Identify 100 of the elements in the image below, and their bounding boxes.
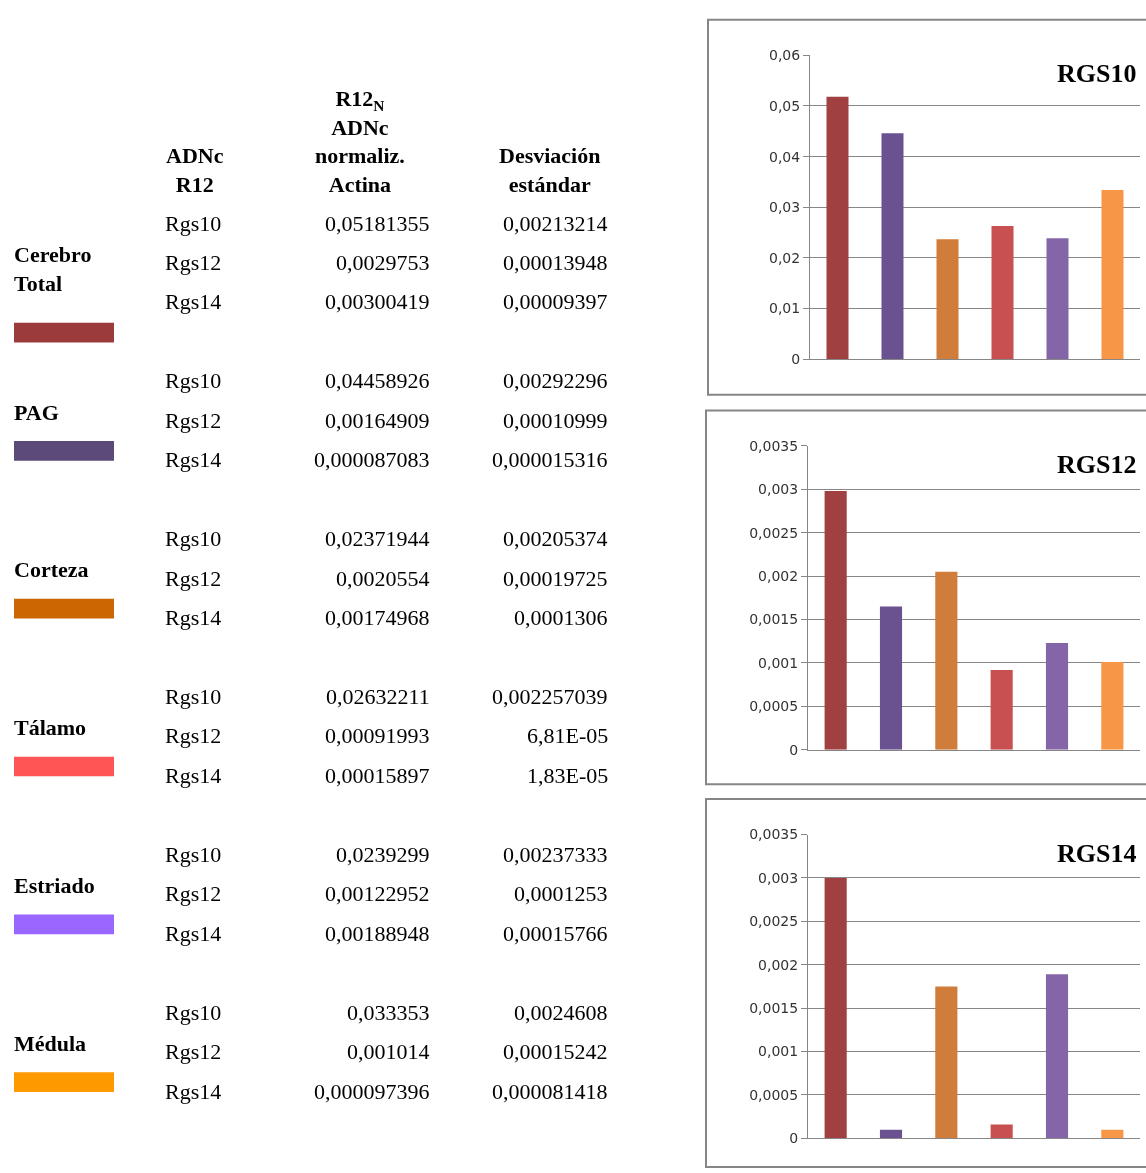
text: Rgs14 [165,447,222,472]
text: 0,0020554 [336,566,430,591]
text: 0,00164909 [325,408,430,433]
text: 0,00205374 [503,526,608,551]
text: 0,00091993 [325,723,430,748]
text: Rgs10 [165,842,222,867]
text: 0,00019725 [503,566,608,591]
text: Rgs10 [165,684,222,709]
y-tick-label: 0,0025 [749,524,799,541]
y-tick-label: 0,002 [758,956,799,973]
text: Desviación estándar [499,143,601,197]
text: Rgs10 [165,211,222,236]
bar [881,133,904,360]
text: 0,0001306 [514,605,608,630]
text: Rgs14 [165,1079,222,1104]
text: Rgs12 [165,723,222,748]
text: Rgs14 [165,289,222,314]
bar [1046,238,1069,360]
text: 0,001014 [347,1039,430,1064]
text: Rgs10 [165,368,222,393]
text: ADNc R12 [166,143,224,197]
bar [935,571,958,750]
bar [1045,974,1069,1139]
text: 0,00300419 [325,289,430,314]
text: 0,000087083 [314,447,430,472]
text: Rgs12 [165,566,222,591]
y-tick-label: 0,05 [769,97,801,114]
text: 0,033353 [347,1000,430,1025]
y-tick-label: 0 [789,741,799,758]
text: 0,00122952 [325,881,430,906]
text: Rgs14 [165,921,222,946]
category-label: Estriado [14,873,95,898]
y-tick-label: 0,04 [769,148,801,165]
text: 0,00010999 [503,408,608,433]
text: 0,002257039 [492,684,608,709]
text: 0,000097396 [314,1079,430,1104]
bar [936,239,959,360]
y-tick-label: 0,0005 [749,698,799,715]
category-label: PAG [14,400,59,425]
text: 0,0024608 [514,1000,608,1025]
text: 0,00009397 [503,289,608,314]
y-tick-label: 0,0015 [749,611,799,628]
bar [991,225,1014,360]
text: 0,0001253 [514,881,608,906]
category-label: Corteza [14,557,89,582]
text: Rgs14 [165,763,222,788]
y-tick-label: 0,0015 [749,1000,799,1017]
text: 0,00188948 [325,921,430,946]
bar [935,986,958,1139]
text: 0,00015897 [325,763,430,788]
bar [1101,1129,1124,1139]
category-label: Cerebro Total [14,242,92,296]
text: Rgs12 [165,1039,222,1064]
bar [824,491,847,750]
text: 0,02371944 [325,526,430,551]
bar [990,1124,1013,1139]
text: Rgs10 [165,526,222,551]
text: 6,81E-05 [527,723,609,748]
bar [826,96,849,360]
text: Rgs14 [165,605,222,630]
text: 0,00015766 [503,921,608,946]
text: 0,00213214 [503,211,608,236]
text: Rgs12 [165,408,222,433]
y-tick-label: 0,0035 [749,826,799,843]
y-tick-label: 0,003 [758,481,799,498]
y-tick-label: 0,02 [769,249,801,266]
text: 0,00174968 [325,605,430,630]
text: 0,02632211 [326,684,430,709]
chart-title: RGS12 [1057,450,1137,479]
bar [1045,642,1069,750]
text: 0,00015242 [503,1039,608,1064]
y-tick-label: 0,03 [769,199,801,216]
y-tick-label: 0,002 [758,568,799,585]
y-tick-label: 0,0035 [749,437,799,454]
text: 1,83E-05 [527,763,609,788]
chart-title: RGS14 [1057,839,1137,868]
category-label: Médula [14,1031,87,1056]
text: 0,000081418 [492,1079,608,1104]
text: 0,00237333 [503,842,608,867]
chart-title: RGS10 [1057,59,1137,88]
text: Rgs10 [165,1000,222,1025]
y-tick-label: 0,001 [758,1043,799,1060]
y-tick-label: 0 [791,351,801,368]
bar [824,877,847,1139]
text: 0,05181355 [325,211,430,236]
category-label: Tálamo [14,715,87,740]
text: Rgs12 [165,250,222,275]
y-tick-label: 0,06 [769,47,801,64]
bar [879,606,903,750]
y-tick-label: 0,001 [758,654,799,671]
text: 0,0239299 [336,842,430,867]
bar [1101,190,1124,360]
text: Rgs12 [165,881,222,906]
text: 0,04458926 [325,368,430,393]
text: 0,00292296 [503,368,608,393]
text: 0,0029753 [336,250,430,275]
text: 0,00013948 [503,250,608,275]
y-tick-label: 0,0005 [749,1086,799,1103]
y-tick-label: 0,0025 [749,913,799,930]
y-tick-label: 0,01 [769,300,801,317]
